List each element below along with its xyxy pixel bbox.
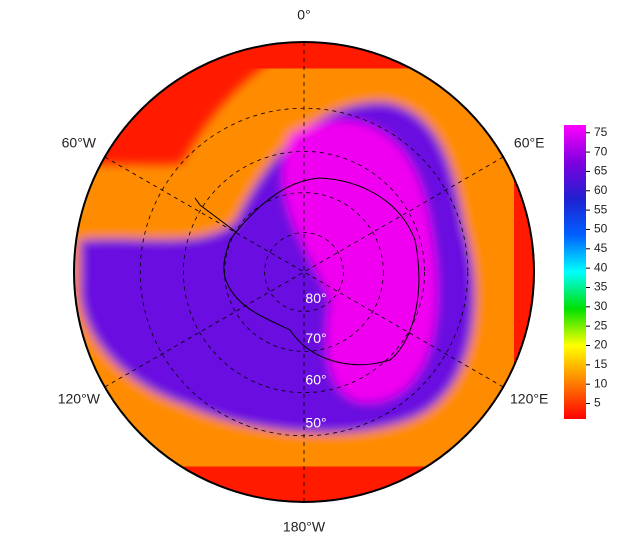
- colorbar-tick-label: 70: [594, 144, 608, 158]
- colorbar-tick-label: 60: [594, 183, 608, 197]
- latitude-label: 80°: [305, 290, 326, 306]
- colorbar-tick-label: 30: [594, 299, 608, 313]
- meridian-label: 120°W: [58, 391, 101, 407]
- meridian-label: 120°E: [510, 391, 548, 407]
- meridian-label: 60°E: [514, 135, 545, 151]
- latitude-ring: [183, 151, 425, 393]
- colorbar-tick-label: 5: [594, 396, 601, 410]
- field: [74, 42, 534, 502]
- colorbar-tick-label: 75: [594, 125, 608, 139]
- graticule: [104, 42, 504, 502]
- colorbar-tick-label: 15: [594, 357, 608, 371]
- colorbar-tick-label: 25: [594, 318, 608, 332]
- colorbar-tick-label: 40: [594, 260, 608, 274]
- latitude-ring: [224, 192, 384, 352]
- latitude-label: 70°: [305, 330, 326, 346]
- meridian-label: 180°W: [283, 519, 326, 535]
- map-border: [73, 41, 535, 503]
- colorbar-tick-label: 10: [594, 376, 608, 390]
- latitude-label: 60°: [305, 371, 326, 387]
- meridian-label: 0°: [297, 7, 310, 23]
- latitude-ring: [139, 107, 469, 437]
- latitude-ring: [264, 232, 344, 312]
- colorbar-tick-label: 35: [594, 280, 608, 294]
- colorbar-tick-label: 55: [594, 202, 608, 216]
- meridian-label: 60°W: [62, 135, 97, 151]
- colorbar-tick-label: 45: [594, 241, 608, 255]
- colorbar-tick-label: 20: [594, 338, 608, 352]
- colorbar-tick-label: 50: [594, 222, 608, 236]
- latitude-label: 50°: [305, 414, 326, 430]
- colorbar-tick-label: 65: [594, 164, 608, 178]
- colorbar: [564, 125, 586, 419]
